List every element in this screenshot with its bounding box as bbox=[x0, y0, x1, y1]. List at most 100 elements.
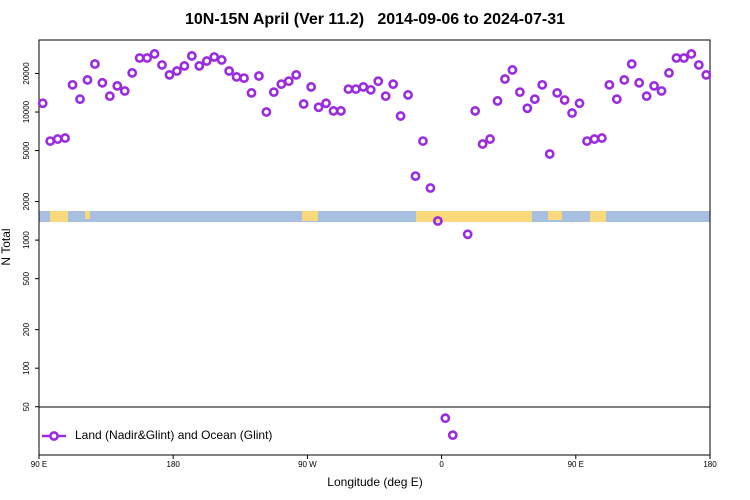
point bbox=[686, 49, 697, 59]
point bbox=[559, 95, 570, 105]
point bbox=[664, 68, 674, 78]
point bbox=[522, 103, 533, 114]
y-tick-label: 5000 bbox=[22, 141, 31, 159]
point bbox=[634, 77, 645, 88]
point bbox=[626, 59, 637, 69]
point bbox=[462, 229, 473, 240]
point bbox=[380, 91, 391, 102]
point bbox=[194, 61, 205, 71]
legend-label: Land (Nadir&Glint) and Ocean (Glint) bbox=[75, 428, 272, 442]
point bbox=[306, 82, 317, 92]
point bbox=[440, 413, 451, 424]
point bbox=[388, 79, 399, 90]
point bbox=[291, 69, 302, 80]
y-axis-label: N Total bbox=[0, 228, 13, 265]
y-tick-label: 10000 bbox=[22, 100, 31, 123]
point bbox=[679, 53, 689, 63]
point bbox=[283, 76, 294, 87]
point bbox=[529, 94, 540, 105]
y-tick-label: 200 bbox=[22, 322, 31, 336]
point bbox=[544, 149, 555, 159]
point bbox=[246, 88, 257, 98]
point bbox=[186, 51, 197, 61]
x-tick-label: 0 bbox=[439, 460, 444, 469]
point bbox=[567, 108, 577, 118]
point bbox=[537, 79, 548, 90]
point bbox=[60, 133, 70, 143]
point bbox=[552, 88, 563, 98]
point bbox=[149, 49, 160, 59]
point bbox=[254, 71, 264, 81]
point bbox=[75, 94, 85, 105]
point bbox=[201, 56, 212, 66]
map-strip bbox=[39, 211, 710, 222]
point bbox=[649, 80, 659, 91]
point bbox=[514, 87, 525, 98]
point bbox=[119, 86, 130, 96]
point bbox=[336, 106, 346, 116]
point bbox=[90, 59, 100, 69]
point bbox=[656, 86, 667, 96]
point bbox=[418, 136, 428, 146]
point bbox=[604, 79, 615, 90]
point bbox=[477, 139, 488, 149]
ocean-band bbox=[39, 211, 710, 222]
point bbox=[507, 65, 518, 75]
point bbox=[224, 66, 235, 76]
land-patch bbox=[50, 211, 68, 222]
point bbox=[298, 99, 309, 109]
point bbox=[574, 98, 585, 109]
point bbox=[403, 90, 413, 100]
point bbox=[67, 79, 78, 90]
y-tick-label: 100 bbox=[22, 361, 31, 375]
point bbox=[641, 91, 652, 102]
x-tick-label: 90 E bbox=[568, 460, 584, 469]
point bbox=[470, 106, 481, 116]
point bbox=[104, 91, 115, 102]
point bbox=[701, 69, 712, 80]
land-patch bbox=[590, 211, 606, 222]
land-patch bbox=[416, 211, 532, 222]
x-tick-label: 90 E bbox=[31, 460, 47, 469]
x-axis-label: Longitude (deg E) bbox=[327, 475, 422, 489]
land-patch bbox=[302, 211, 318, 221]
point bbox=[447, 430, 458, 441]
point bbox=[611, 94, 622, 105]
point bbox=[112, 80, 123, 91]
land-patch bbox=[85, 211, 90, 219]
x-tick-label: 90 W bbox=[298, 460, 317, 469]
point bbox=[261, 107, 272, 117]
point bbox=[492, 96, 503, 106]
point bbox=[485, 134, 495, 144]
point bbox=[142, 53, 153, 63]
x-tick-label: 180 bbox=[167, 460, 181, 469]
point bbox=[596, 133, 607, 143]
point bbox=[619, 75, 630, 85]
point bbox=[127, 68, 138, 78]
point bbox=[395, 111, 406, 121]
point bbox=[410, 171, 421, 182]
point bbox=[313, 102, 324, 113]
point bbox=[179, 61, 190, 71]
point bbox=[164, 69, 175, 80]
y-tick-label: 500 bbox=[22, 271, 31, 285]
y-tick-label: 2000 bbox=[22, 192, 31, 210]
y-tick-label: 1000 bbox=[22, 231, 31, 249]
point bbox=[37, 98, 48, 109]
point bbox=[172, 66, 182, 76]
point bbox=[157, 60, 167, 70]
point bbox=[432, 216, 443, 226]
point bbox=[321, 98, 331, 109]
point bbox=[82, 75, 93, 85]
x-tick-label: 180 bbox=[703, 460, 717, 469]
point bbox=[425, 183, 436, 193]
point bbox=[216, 55, 227, 65]
chart-title: 10N-15N April (Ver 11.2) 2014-09-06 to 2… bbox=[185, 11, 565, 28]
legend-marker bbox=[49, 431, 59, 441]
point bbox=[97, 77, 108, 88]
point bbox=[239, 73, 249, 84]
point bbox=[500, 74, 510, 84]
point bbox=[365, 84, 376, 95]
